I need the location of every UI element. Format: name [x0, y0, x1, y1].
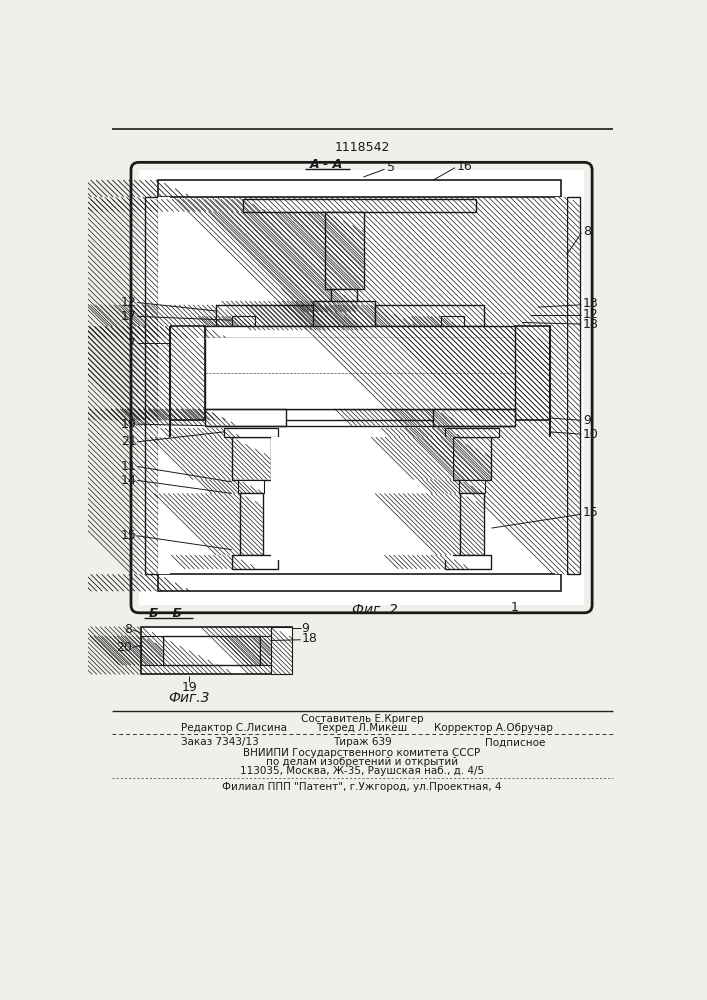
- Bar: [158, 197, 170, 574]
- Bar: [243, 199, 476, 212]
- Bar: [141, 627, 292, 674]
- Text: по делам изобретений и открытий: по делам изобретений и открытий: [266, 757, 458, 767]
- Text: 21: 21: [121, 435, 136, 448]
- Text: 11: 11: [121, 460, 136, 473]
- Text: Заказ 7343/13: Заказ 7343/13: [182, 737, 259, 747]
- Bar: [313, 301, 375, 330]
- Text: Техред Л.Микеш: Техред Л.Микеш: [316, 723, 407, 733]
- Text: 9: 9: [583, 414, 591, 427]
- Text: ВНИИПИ Государственного комитета СССР: ВНИИПИ Государственного комитета СССР: [243, 748, 481, 758]
- Bar: [515, 326, 549, 420]
- Text: 15: 15: [583, 506, 599, 519]
- Bar: [232, 555, 279, 569]
- Bar: [163, 636, 259, 665]
- Text: 1: 1: [510, 601, 519, 614]
- Bar: [141, 636, 163, 665]
- Text: Составитель Е.Кригер: Составитель Е.Кригер: [300, 714, 423, 724]
- Text: 20: 20: [116, 641, 132, 654]
- Text: Корректор А.Обручар: Корректор А.Обручар: [435, 723, 554, 733]
- Bar: [271, 437, 452, 560]
- Text: 113035, Москва, Ж-35, Раушская наб., д. 4/5: 113035, Москва, Ж-35, Раушская наб., д. …: [240, 766, 484, 776]
- Bar: [204, 338, 515, 409]
- Bar: [204, 409, 515, 420]
- Text: Тираж 639: Тираж 639: [332, 737, 392, 747]
- Bar: [441, 316, 464, 326]
- Bar: [271, 627, 292, 674]
- Bar: [204, 409, 286, 426]
- Bar: [325, 212, 363, 289]
- Bar: [139, 170, 585, 605]
- Text: 17: 17: [121, 310, 136, 323]
- Bar: [145, 197, 158, 574]
- Bar: [331, 289, 357, 312]
- Text: 15: 15: [121, 529, 136, 542]
- Text: 5: 5: [387, 161, 395, 174]
- Text: 14: 14: [121, 474, 136, 487]
- Text: 18: 18: [583, 318, 599, 331]
- Bar: [204, 326, 515, 338]
- Bar: [232, 316, 255, 326]
- Bar: [158, 574, 561, 591]
- Text: 12: 12: [121, 296, 136, 309]
- Text: 12: 12: [583, 308, 599, 321]
- Text: Фиг. 2: Фиг. 2: [352, 603, 398, 617]
- Bar: [445, 555, 491, 569]
- Text: Филиал ППП "Патент", г.Ужгород, ул.Проектная, 4: Филиал ППП "Патент", г.Ужгород, ул.Проек…: [222, 782, 502, 792]
- Text: 10: 10: [583, 428, 599, 441]
- Bar: [445, 428, 499, 437]
- Bar: [216, 305, 325, 326]
- Bar: [232, 437, 271, 480]
- Bar: [238, 480, 264, 493]
- Bar: [375, 305, 484, 326]
- Text: 1118542: 1118542: [334, 141, 390, 154]
- Text: Б - Б: Б - Б: [149, 607, 182, 620]
- Text: 13: 13: [583, 297, 599, 310]
- Text: Редактор С.Лисина: Редактор С.Лисина: [182, 723, 287, 733]
- Bar: [433, 409, 515, 426]
- Bar: [224, 428, 279, 437]
- Bar: [452, 437, 491, 480]
- Text: Подписное: Подписное: [485, 737, 546, 747]
- Text: 19: 19: [181, 681, 197, 694]
- Bar: [566, 197, 580, 574]
- Bar: [259, 636, 271, 665]
- Bar: [158, 180, 561, 197]
- Text: 19: 19: [121, 418, 136, 431]
- Text: 8: 8: [583, 225, 591, 238]
- Text: 18: 18: [301, 632, 317, 645]
- Text: А - А: А - А: [310, 158, 343, 171]
- Text: Фиг.3: Фиг.3: [168, 690, 210, 704]
- Bar: [460, 493, 484, 555]
- Text: 16: 16: [457, 160, 472, 173]
- Bar: [170, 326, 204, 420]
- Bar: [459, 480, 485, 493]
- Text: 7: 7: [129, 337, 136, 350]
- Text: 9: 9: [301, 622, 310, 635]
- Bar: [240, 493, 263, 555]
- Text: 8: 8: [124, 623, 132, 636]
- Bar: [555, 197, 566, 574]
